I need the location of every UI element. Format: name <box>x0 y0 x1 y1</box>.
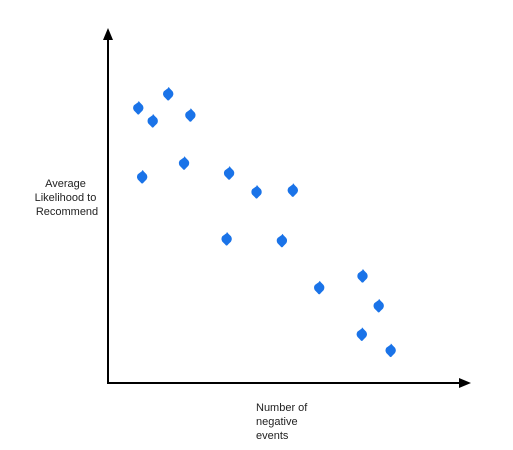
data-point <box>356 327 367 341</box>
y-axis-label: Average Likelihood to Recommend <box>35 178 100 218</box>
points-layer <box>133 87 396 358</box>
data-point <box>163 87 174 101</box>
data-point <box>223 166 235 180</box>
data-point <box>385 343 396 358</box>
x-axis-arrow <box>459 378 471 388</box>
x-axis-label-line: events <box>256 430 289 442</box>
x-axis <box>107 378 471 388</box>
data-point <box>357 269 368 283</box>
x-axis-label: Number of negative events <box>256 402 310 442</box>
data-point <box>373 299 384 313</box>
data-point <box>251 185 262 199</box>
data-point <box>136 170 148 184</box>
x-axis-label-line: negative <box>256 416 298 428</box>
data-point <box>276 233 288 248</box>
data-point <box>185 108 196 122</box>
data-point <box>287 183 298 197</box>
data-point <box>178 156 190 170</box>
y-axis <box>103 28 113 384</box>
data-point <box>221 232 232 246</box>
y-axis-arrow <box>103 28 113 40</box>
data-point <box>133 101 144 115</box>
y-axis-label-line: Average <box>45 178 86 190</box>
y-axis-label-line: Recommend <box>36 206 98 218</box>
x-axis-label-line: Number of <box>256 402 308 414</box>
data-point <box>314 280 325 295</box>
data-point <box>147 114 158 128</box>
y-axis-label-line: Likelihood to <box>35 192 97 204</box>
